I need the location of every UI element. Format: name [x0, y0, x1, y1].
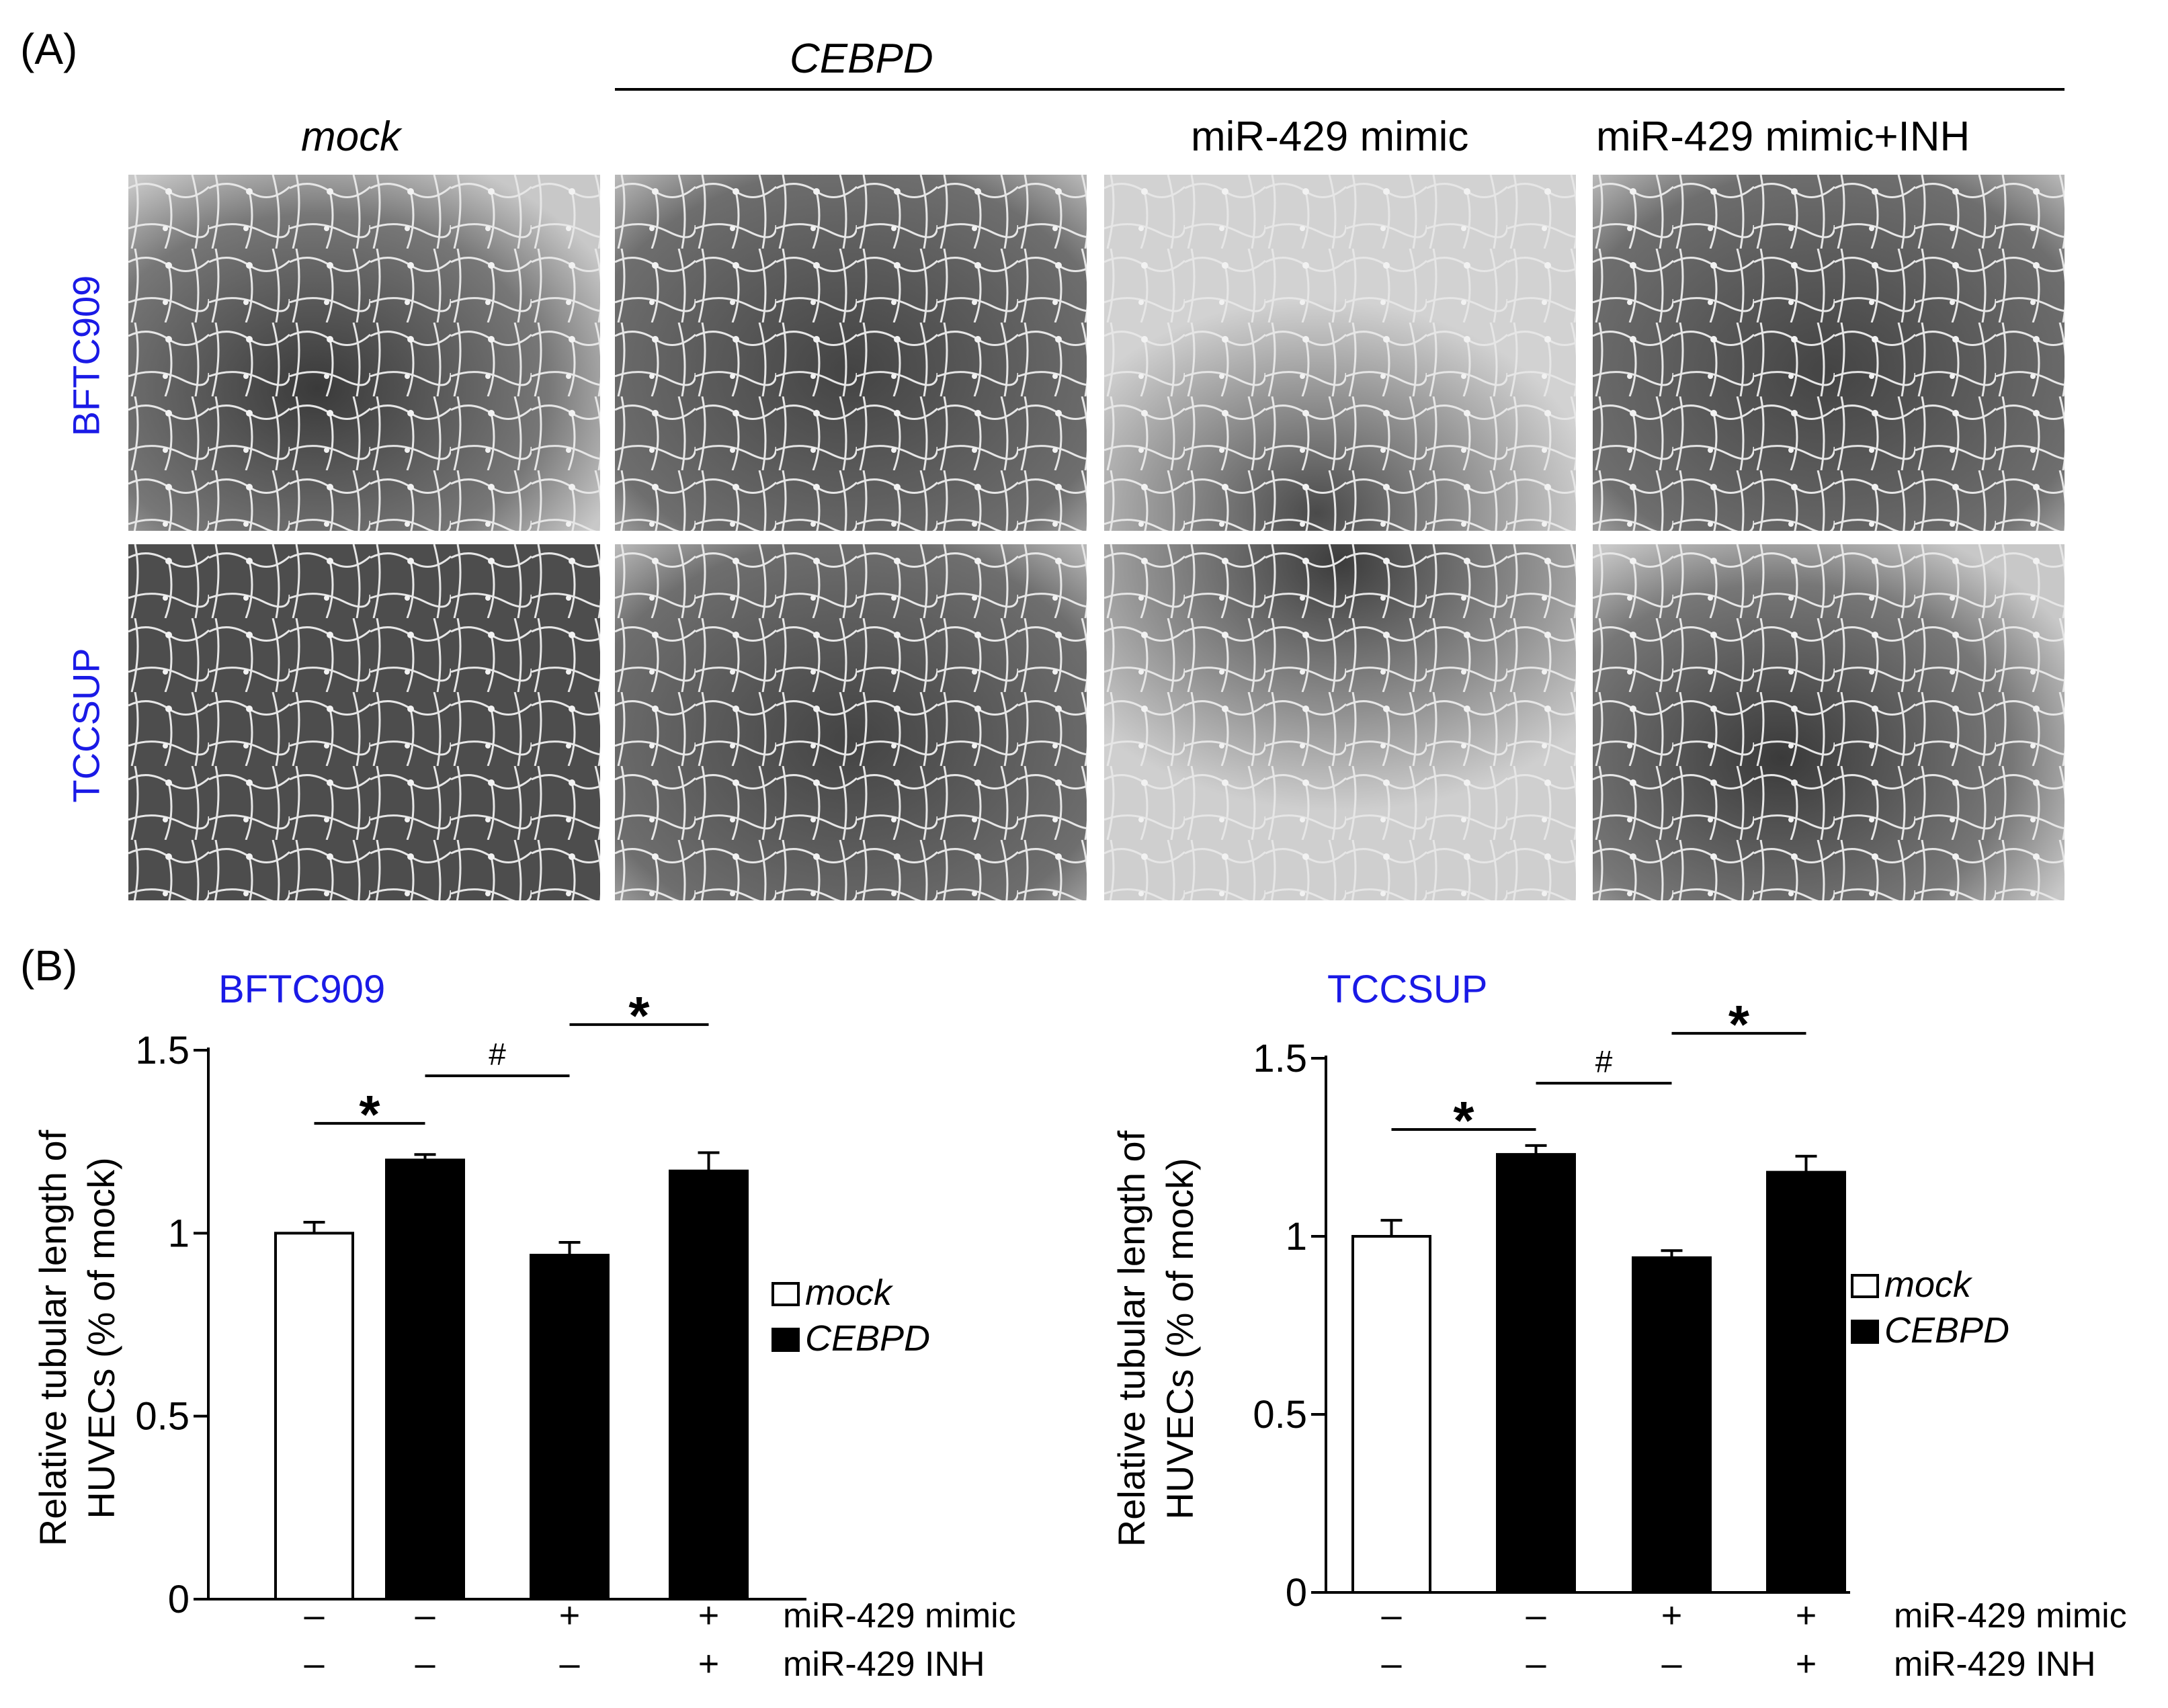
condition-label-mimic: miR-429 mimic	[783, 1596, 1016, 1635]
micrograph-bftc909-mock	[128, 175, 600, 531]
y-tick-label: 0	[1286, 1571, 1307, 1615]
legend-label-cebpd: CEBPD	[805, 1318, 930, 1359]
y-tick-label: 0.5	[1253, 1393, 1307, 1437]
row-label-bftc909: BFTC909	[65, 275, 108, 437]
significance-mark: #	[489, 1037, 506, 1072]
mimic-mark: +	[1796, 1595, 1817, 1635]
legend-label-mock: mock	[1884, 1265, 1973, 1305]
y-tick-label: 1.5	[1253, 1037, 1307, 1080]
y-tick-label: 1.5	[135, 1029, 190, 1072]
inh-mark: –	[1661, 1643, 1681, 1684]
legend-swatch-cebpd	[772, 1328, 800, 1352]
mimic-mark: –	[1381, 1595, 1401, 1635]
inh-mark: –	[559, 1643, 579, 1684]
cebpd-group-line	[615, 88, 2065, 91]
condition-label-mimic: miR-429 mimic	[1894, 1596, 2127, 1635]
cebpd-group-header: CEBPD	[790, 36, 933, 82]
inh-mark: –	[304, 1643, 324, 1684]
chart-title: TCCSUP	[1327, 968, 1487, 1011]
row-label-tccsup: TCCSUP	[65, 648, 108, 803]
y-label-line2: HUVECs (% of mock)	[1159, 1158, 1201, 1519]
bar-cebpd	[1496, 1153, 1576, 1594]
y-tick-label: 1	[1286, 1215, 1307, 1258]
condition-label-inh: miR-429 INH	[783, 1645, 985, 1684]
bar-cebpd	[669, 1169, 749, 1600]
y-tick-label: 0	[168, 1578, 190, 1621]
bar-cebpd	[530, 1254, 610, 1600]
micrograph-bftc909-mimic	[1104, 175, 1576, 531]
chart-tccsup: TCCSUP 0 0.5 1 1.5 Relative tubular length of…	[1110, 968, 2127, 1684]
legend-label-cebpd: CEBPD	[1884, 1310, 2009, 1351]
significance-mark: *	[1453, 1091, 1474, 1150]
micrograph-tccsup-mimic	[1104, 544, 1576, 900]
significance-mark: #	[1595, 1044, 1613, 1079]
legend-swatch-cebpd	[1851, 1320, 1879, 1344]
inh-mark: –	[1526, 1643, 1546, 1684]
mimic-mark: +	[1661, 1595, 1683, 1635]
bar-cebpd	[385, 1158, 465, 1600]
inh-mark: –	[415, 1643, 435, 1684]
mimic-mark: +	[559, 1595, 581, 1635]
micrograph-tccsup-mimic-inh	[1593, 544, 2065, 900]
bar-mock	[1351, 1235, 1431, 1594]
mimic-mark: +	[698, 1595, 720, 1635]
significance-mark: *	[1728, 994, 1750, 1054]
micrograph-bftc909-cebpd	[615, 175, 1087, 531]
bar-mock	[274, 1232, 354, 1601]
micrograph-tccsup-cebpd	[615, 544, 1087, 900]
legend-swatch-mock	[1851, 1274, 1879, 1298]
y-tick-label: 1	[168, 1211, 190, 1255]
condition-label-inh: miR-429 INH	[1894, 1645, 2096, 1684]
chart-title: BFTC909	[218, 968, 385, 1011]
inh-mark: +	[1796, 1643, 1817, 1684]
bar-cebpd	[1766, 1170, 1846, 1594]
y-label-line2: HUVECs (% of mock)	[80, 1157, 122, 1519]
column-header-mimic: miR-429 mimic	[1191, 114, 1469, 160]
column-header-mimic-inh: miR-429 mimic+INH	[1596, 114, 1970, 160]
y-tick-label: 0.5	[135, 1395, 190, 1439]
bar-cebpd	[1632, 1256, 1712, 1594]
mimic-mark: –	[415, 1595, 435, 1635]
y-label-line1: Relative tubular length of	[32, 1129, 74, 1546]
significance-mark: *	[359, 1084, 380, 1144]
mimic-mark: –	[304, 1595, 324, 1635]
panel-b-label: (B)	[20, 941, 78, 990]
column-header-mock: mock	[301, 114, 401, 160]
panel-a-label: (A)	[20, 25, 78, 73]
significance-mark: *	[628, 986, 650, 1045]
y-axis-label: Relative tubular length of HUVECs (% of m…	[32, 1129, 122, 1546]
chart-bftc909: BFTC909 0 0.5 1 1.5 Relative tubular length o…	[32, 968, 1016, 1684]
inh-mark: +	[698, 1643, 720, 1684]
micrograph-bftc909-mimic-inh	[1593, 175, 2065, 531]
mimic-mark: –	[1526, 1595, 1546, 1635]
inh-mark: –	[1381, 1643, 1401, 1684]
y-label-line1: Relative tubular length of	[1110, 1130, 1153, 1547]
y-axis-label: Relative tubular length of HUVECs (% of m…	[1110, 1130, 1201, 1547]
legend-swatch-mock	[772, 1282, 800, 1306]
micrograph-tccsup-mock	[128, 544, 600, 900]
legend-label-mock: mock	[805, 1273, 894, 1313]
